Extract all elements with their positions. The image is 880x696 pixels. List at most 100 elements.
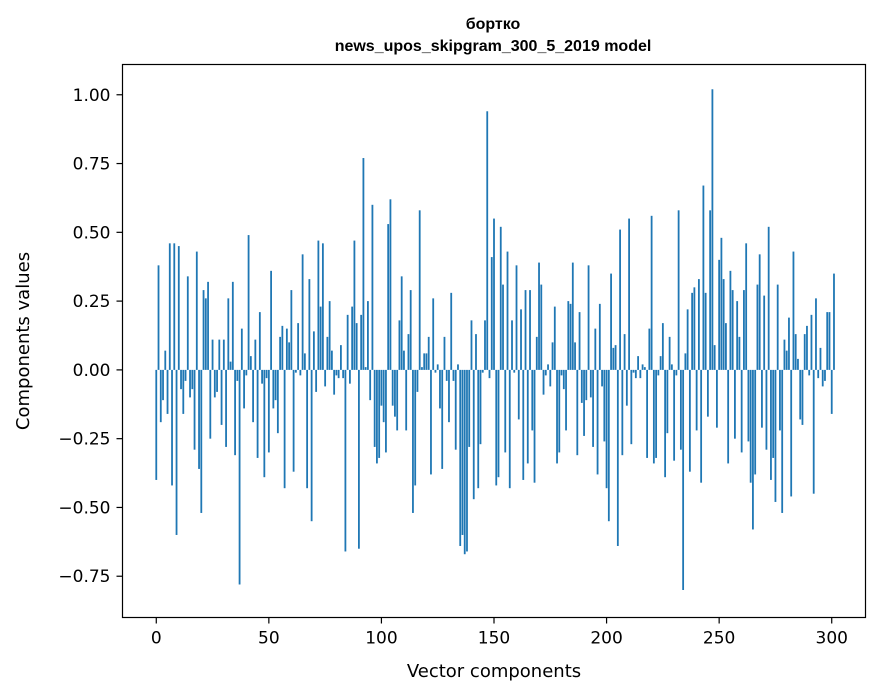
bar: [292, 369, 295, 472]
bar: [222, 339, 225, 370]
bar: [376, 369, 378, 464]
bar: [297, 323, 300, 370]
bar: [779, 369, 781, 431]
bar: [407, 334, 410, 370]
bar: [531, 369, 534, 431]
bar: [691, 292, 694, 370]
bar: [378, 369, 381, 458]
bar: [342, 369, 345, 379]
chart-title: бортко: [466, 16, 521, 33]
x-tick-label: 300: [816, 629, 848, 649]
bar: [445, 369, 448, 381]
bar: [283, 369, 286, 489]
bar: [423, 353, 426, 370]
bar: [171, 369, 173, 486]
bar: [718, 259, 721, 370]
bar: [797, 358, 799, 370]
bar: [801, 369, 804, 425]
bar: [186, 276, 189, 370]
bar: [371, 204, 374, 370]
bar: [380, 369, 383, 406]
bar: [756, 284, 759, 370]
bar: [763, 295, 766, 370]
bar: [704, 292, 707, 370]
bar: [398, 320, 401, 370]
bar: [817, 369, 820, 379]
bar: [770, 369, 772, 480]
bar: [556, 369, 558, 464]
y-tick-label: −0.25: [58, 430, 110, 450]
bar: [666, 369, 669, 434]
bar: [166, 369, 169, 414]
bar: [713, 345, 716, 370]
bar: [326, 336, 329, 370]
bar: [749, 369, 752, 483]
bar: [231, 281, 234, 370]
bar: [657, 369, 660, 376]
bar: [209, 369, 212, 439]
bar: [571, 262, 574, 370]
x-axis-label: Vector components: [407, 661, 581, 682]
bar: [736, 301, 739, 370]
bar: [734, 369, 736, 439]
bar: [495, 369, 498, 486]
bar: [409, 290, 412, 370]
bar: [747, 369, 750, 442]
bar: [824, 369, 826, 381]
bar: [245, 369, 248, 376]
bar: [716, 369, 718, 428]
bar: [261, 369, 263, 384]
bar: [576, 369, 579, 456]
chart-subtitle: news_upos_skipgram_300_5_2019 model: [335, 38, 652, 55]
bar: [321, 243, 324, 370]
bar: [517, 369, 520, 420]
bars-group: [155, 89, 835, 590]
bar: [418, 210, 421, 370]
bar: [806, 325, 808, 370]
bar: [542, 369, 545, 395]
bar: [659, 356, 662, 370]
bar: [319, 306, 322, 370]
bar: [472, 369, 475, 500]
bar: [461, 369, 464, 535]
bar: [553, 306, 556, 370]
bar: [765, 369, 768, 450]
bar: [589, 369, 592, 398]
bar: [785, 350, 788, 370]
bar: [288, 342, 291, 370]
bar: [614, 345, 617, 370]
x-tick-label: 200: [590, 629, 622, 649]
bar: [720, 237, 723, 370]
bar: [497, 369, 500, 478]
bar: [276, 369, 279, 434]
bar: [520, 309, 522, 370]
y-axis: −0.75 −0.50 −0.25 0.00 0.25 0.50 0.75 1.00: [58, 86, 123, 587]
bar: [258, 312, 261, 370]
bar: [315, 369, 318, 392]
bar: [679, 369, 682, 450]
bar: [643, 367, 646, 370]
bar: [290, 290, 293, 370]
bar: [434, 369, 437, 373]
bar: [481, 369, 484, 373]
bar: [630, 369, 633, 445]
bar: [220, 369, 223, 425]
bar: [470, 320, 473, 370]
bar: [621, 369, 624, 456]
bar: [198, 369, 200, 469]
bar: [441, 369, 444, 469]
bar: [387, 224, 390, 370]
bar: [303, 353, 306, 370]
bar: [772, 369, 775, 458]
bar: [281, 325, 284, 370]
bar: [427, 336, 430, 370]
bar: [605, 369, 608, 489]
bar: [821, 369, 824, 387]
bar: [515, 265, 518, 370]
bar: [547, 364, 549, 370]
bar: [272, 369, 275, 409]
bar: [351, 306, 354, 370]
bar: [265, 369, 268, 379]
bar: [452, 369, 455, 381]
y-tick-label: 0.00: [73, 361, 111, 381]
